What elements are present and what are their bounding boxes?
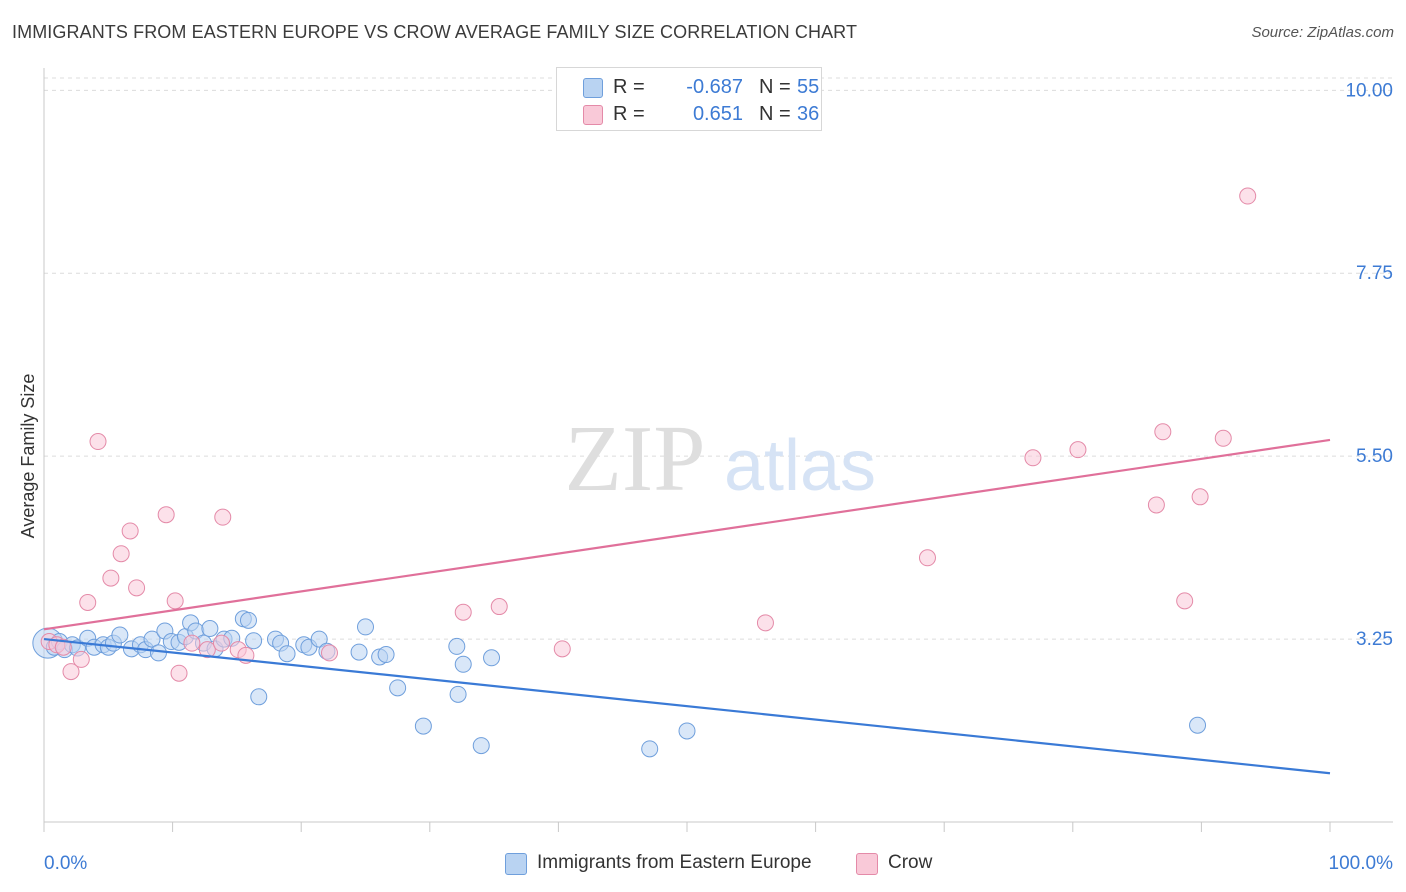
crow-point [1154,423,1172,441]
eastern-europe-point [641,740,659,758]
data-points [32,187,1257,758]
crow-point [79,593,97,611]
eastern-europe-point [245,632,263,650]
crow-point [112,545,130,563]
crow-point [1214,429,1232,447]
crow-point [1239,187,1257,205]
eastern-europe-point [377,646,395,664]
eastern-europe-point [454,655,472,673]
y-tick-label: 10.00 [1345,80,1393,101]
eastern-europe-point [472,737,490,755]
watermark-zip: ZIP [565,407,706,511]
legend-n-label: N = [759,76,791,98]
series-legend-label: Immigrants from Eastern Europe [537,852,812,873]
legend-n-value: 36 [797,103,820,125]
eastern-europe-point [111,626,129,644]
legend-r-value: -0.687 [686,76,743,98]
legend-n-label: N = [759,103,791,125]
eastern-europe-point [449,685,467,703]
eastern-europe-point [389,679,407,697]
crow-point [198,641,216,659]
crow-point [62,663,80,681]
crow-point [1069,441,1087,459]
crow-point [1176,592,1194,610]
correlation-legend: R = -0.687 N = 55 R = 0.651 N = 36 [556,67,822,131]
crow-point [166,592,184,610]
crow-point [89,433,107,451]
eastern-europe-point [483,649,501,667]
crow-point [1147,496,1165,514]
eastern-europe-trend-line [43,637,1331,775]
axis-labels: Average Family Size 0.0% 100.0% 3.25 5.50… [18,80,1393,874]
chart-title: IMMIGRANTS FROM EASTERN EUROPE VS CROW A… [12,22,858,42]
pink-swatch-icon [856,853,878,875]
crow-point [72,650,90,668]
crow-point [170,664,188,682]
blue-swatch-icon [583,78,603,98]
crow-point [128,579,146,597]
crow-point [1191,488,1209,506]
eastern-europe-point [149,644,167,662]
eastern-europe-point [310,630,328,648]
gridlines [44,77,1393,640]
watermark-atlas: atlas [724,426,876,506]
crow-point [54,638,72,656]
series-legend-label: Crow [888,852,933,873]
trend-lines [43,438,1331,775]
eastern-europe-point [239,611,257,629]
legend-r-label: R = [613,76,645,98]
crow-point [918,549,936,567]
x-tick-label-max: 100.0% [1329,853,1394,874]
eastern-europe-point [278,645,296,663]
pink-swatch-icon [583,105,603,125]
y-tick-label: 7.75 [1356,263,1393,284]
y-axis-title: Average Family Size [18,374,38,539]
crow-point [157,506,175,524]
crow-trend-line [43,438,1331,631]
source-label: Source: ZipAtlas.com [1251,24,1394,41]
x-tick-label-min: 0.0% [44,853,87,874]
crow-point [756,614,774,632]
eastern-europe-point [143,630,161,648]
axes [43,68,1393,832]
legend-n-value: 55 [797,76,820,98]
eastern-europe-point [357,618,374,636]
crow-point [320,644,338,662]
crow-point [490,598,508,616]
crow-point [454,603,472,621]
legend-r-value: 0.651 [692,103,743,125]
crow-point [121,522,139,540]
legend-r-label: R = [613,103,645,125]
eastern-europe-point [201,620,219,638]
crow-point [212,634,230,652]
eastern-europe-point [414,717,432,735]
eastern-europe-point [448,637,466,655]
eastern-europe-point [678,722,696,740]
crow-point [183,634,201,652]
eastern-europe-point [350,643,368,661]
y-tick-label: 5.50 [1356,446,1393,467]
watermark: ZIP atlas [565,407,877,511]
y-tick-label: 3.25 [1356,629,1393,650]
crow-point [553,640,571,658]
blue-swatch-icon [505,853,527,875]
crow-point [214,508,232,526]
eastern-europe-point [250,688,268,706]
eastern-europe-point [1189,716,1207,734]
crow-point [102,569,120,587]
crow-point [1024,449,1042,467]
